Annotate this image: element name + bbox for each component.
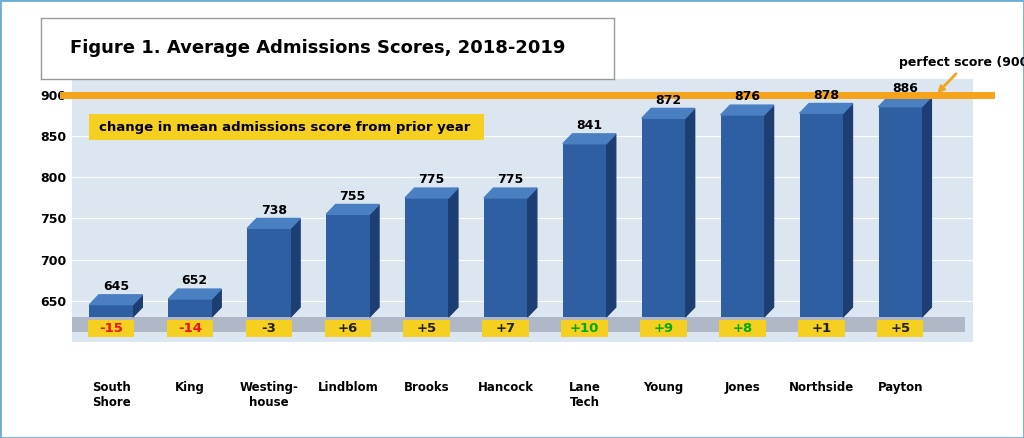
- Polygon shape: [843, 103, 852, 317]
- Polygon shape: [89, 295, 142, 305]
- Bar: [879, 107, 922, 317]
- Polygon shape: [212, 289, 221, 317]
- Bar: [877, 320, 924, 337]
- Polygon shape: [879, 97, 932, 107]
- Text: +1: +1: [811, 322, 831, 335]
- Bar: [89, 114, 484, 141]
- Text: +5: +5: [417, 322, 437, 335]
- Text: 886: 886: [892, 82, 918, 95]
- Text: +7: +7: [496, 322, 516, 335]
- Bar: [168, 299, 212, 317]
- Polygon shape: [168, 289, 221, 299]
- Text: +8: +8: [732, 322, 753, 335]
- Bar: [800, 113, 843, 317]
- Text: 775: 775: [498, 173, 523, 187]
- Polygon shape: [484, 188, 537, 198]
- Polygon shape: [563, 134, 615, 144]
- Bar: [246, 320, 292, 337]
- Text: change in mean admissions score from prior year: change in mean admissions score from pri…: [99, 121, 470, 134]
- Text: -14: -14: [178, 322, 202, 335]
- Polygon shape: [370, 205, 379, 317]
- Polygon shape: [642, 108, 694, 118]
- Text: 872: 872: [655, 94, 681, 107]
- Text: 652: 652: [181, 275, 208, 287]
- Bar: [719, 320, 766, 337]
- Text: 755: 755: [340, 190, 366, 203]
- Bar: [563, 144, 606, 317]
- Bar: [325, 320, 371, 337]
- Polygon shape: [800, 103, 852, 113]
- Polygon shape: [406, 188, 458, 198]
- Text: 738: 738: [261, 204, 287, 217]
- Polygon shape: [685, 108, 694, 317]
- Bar: [798, 320, 845, 337]
- Bar: [642, 118, 685, 317]
- Text: 645: 645: [102, 280, 129, 293]
- Bar: [640, 320, 687, 337]
- Polygon shape: [922, 97, 932, 317]
- Text: Figure 1. Average Admissions Scores, 2018-2019: Figure 1. Average Admissions Scores, 201…: [70, 39, 565, 57]
- Bar: [484, 198, 527, 317]
- Bar: [403, 320, 450, 337]
- Text: perfect score (900): perfect score (900): [899, 56, 1024, 91]
- Bar: [167, 320, 213, 337]
- Bar: [561, 320, 608, 337]
- Bar: [406, 198, 449, 317]
- Bar: [327, 214, 370, 317]
- Polygon shape: [721, 105, 773, 115]
- Text: 841: 841: [577, 119, 602, 132]
- Text: 878: 878: [813, 89, 839, 102]
- Polygon shape: [527, 188, 537, 317]
- Text: 775: 775: [419, 173, 444, 187]
- Polygon shape: [606, 134, 615, 317]
- Polygon shape: [133, 295, 142, 317]
- Polygon shape: [764, 105, 773, 317]
- Bar: [721, 115, 764, 317]
- Bar: [89, 305, 133, 317]
- Bar: [247, 228, 291, 317]
- Polygon shape: [247, 219, 300, 228]
- Text: +9: +9: [653, 322, 674, 335]
- Polygon shape: [327, 205, 379, 214]
- Text: -3: -3: [261, 322, 276, 335]
- Text: -15: -15: [99, 322, 123, 335]
- Bar: [88, 320, 134, 337]
- Polygon shape: [291, 219, 300, 317]
- Text: +10: +10: [570, 322, 599, 335]
- Bar: [72, 317, 965, 332]
- Bar: [482, 320, 529, 337]
- Text: +5: +5: [890, 322, 910, 335]
- Polygon shape: [449, 188, 458, 317]
- Text: 876: 876: [734, 91, 760, 103]
- Text: +6: +6: [338, 322, 358, 335]
